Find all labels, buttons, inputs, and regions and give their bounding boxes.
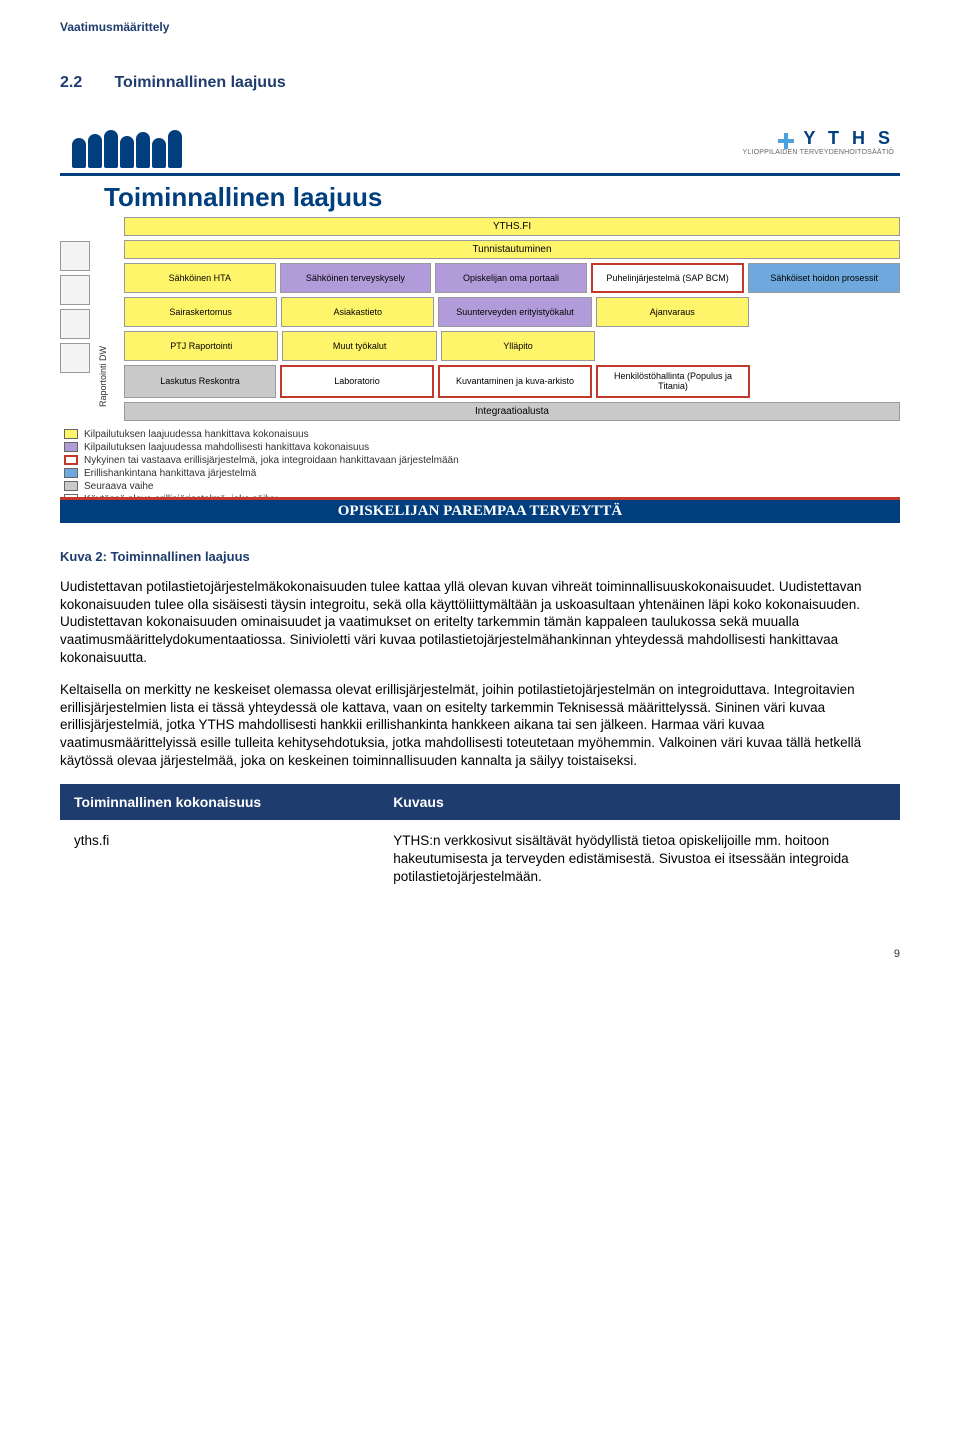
diagram-row: Sähköinen HTASähköinen terveyskyselyOpis…	[124, 263, 900, 293]
diagram-row: SairaskertomusAsiakastietoSuunterveyden …	[124, 297, 900, 327]
section-heading: 2.2 Toiminnallinen laajuus	[60, 74, 900, 92]
sidebar-box	[60, 309, 90, 339]
diagram-cell: Henkilöstöhallinta (Populus ja Titania)	[596, 365, 750, 398]
doc-header: Vaatimusmäärittely	[60, 20, 900, 34]
legend-label: Seuraava vaihe	[84, 481, 154, 492]
diagram-row: PTJ RaportointiMuut työkalutYlläpito	[124, 331, 900, 361]
legend-swatch	[64, 468, 78, 478]
diagram-footer-bar: OPISKELIJAN PAREMPAA TERVEYTTÄ	[60, 497, 900, 523]
body-paragraph: Uudistettavan potilastietojärjestelmäkok…	[60, 578, 900, 667]
diagram-cell: PTJ Raportointi	[124, 331, 278, 361]
page-number: 9	[60, 948, 900, 960]
sidebar-box	[60, 343, 90, 373]
diagram-cell	[752, 331, 900, 361]
logo-subtitle: YLIOPPILAIDEN TERVEYDENHOITOSÄÄTIÖ	[742, 149, 894, 156]
body-paragraph: Keltaisella on merkitty ne keskeiset ole…	[60, 681, 900, 770]
yths-logo: Y T H S YLIOPPILAIDEN TERVEYDENHOITOSÄÄT…	[742, 128, 894, 156]
legend-label: Erillishankintana hankittava järjestelmä	[84, 468, 256, 479]
legend-swatch	[64, 481, 78, 491]
diagram-main: YTHS.FI Tunnistautuminen Sähköinen HTASä…	[124, 217, 900, 423]
table-cell: yths.fi	[60, 820, 379, 899]
row-integraatioalusta: Integraatioalusta	[124, 402, 900, 421]
table-row: yths.fi YTHS:n verkkosivut sisältävät hy…	[60, 820, 900, 899]
diagram-cell	[753, 297, 900, 327]
diagram-grid: Raportointi DW YTHS.FI Tunnistautuminen …	[60, 215, 900, 423]
diagram-title: Toiminnallinen laajuus	[60, 176, 900, 215]
diagram-cell: Asiakastieto	[281, 297, 434, 327]
diagram-cell: Sähköiset hoidon prosessit	[748, 263, 900, 293]
logo-letters: Y T H S	[803, 128, 894, 148]
diagram-cell: Muut työkalut	[282, 331, 436, 361]
legend-swatch	[64, 442, 78, 452]
legend-row: Erillishankintana hankittava järjestelmä	[64, 468, 900, 479]
legend-label: Kilpailutuksen laajuudessa mahdollisesti…	[84, 442, 369, 453]
diagram-container: Y T H S YLIOPPILAIDEN TERVEYDENHOITOSÄÄT…	[60, 122, 900, 505]
legend-swatch	[64, 429, 78, 439]
functional-table: Toiminnallinen kokonaisuus Kuvaus yths.f…	[60, 784, 900, 899]
table-header: Toiminnallinen kokonaisuus	[60, 784, 379, 820]
row-yths: YTHS.FI	[124, 217, 900, 236]
table-cell: YTHS:n verkkosivut sisältävät hyödyllist…	[379, 820, 900, 899]
diagram-cell: Ajanvaraus	[596, 297, 749, 327]
legend-label: Kilpailutuksen laajuudessa hankittava ko…	[84, 429, 309, 440]
diagram-sidebar-label-col: Raportointi DW	[98, 217, 120, 423]
plus-icon	[778, 133, 794, 149]
diagram-sidebar	[60, 217, 94, 423]
legend-row: Kilpailutuksen laajuudessa hankittava ko…	[64, 429, 900, 440]
sidebar-label: Raportointi DW	[98, 241, 108, 411]
diagram-cell	[754, 365, 900, 398]
figure-caption: Kuva 2: Toiminnallinen laajuus	[60, 549, 900, 564]
legend-row: Seuraava vaihe	[64, 481, 900, 492]
legend-swatch	[64, 455, 78, 465]
legend-row: Nykyinen tai vastaava erillisjärjestelmä…	[64, 455, 900, 466]
section-title: Toiminnallinen laajuus	[114, 74, 285, 91]
legend-row: Kilpailutuksen laajuudessa mahdollisesti…	[64, 442, 900, 453]
diagram-cell: Kuvantaminen ja kuva-arkisto	[438, 365, 592, 398]
row-tunnistautuminen: Tunnistautuminen	[124, 240, 900, 259]
people-silhouette-icon	[72, 128, 182, 168]
diagram-cell: Sähköinen HTA	[124, 263, 276, 293]
diagram-cell: Sairaskertomus	[124, 297, 277, 327]
diagram-header-bar: Y T H S YLIOPPILAIDEN TERVEYDENHOITOSÄÄT…	[60, 122, 900, 176]
sidebar-box	[60, 275, 90, 305]
diagram-cell: Laboratorio	[280, 365, 434, 398]
sidebar-box	[60, 241, 90, 271]
table-header: Kuvaus	[379, 784, 900, 820]
diagram-legend: Kilpailutuksen laajuudessa hankittava ko…	[60, 423, 900, 505]
diagram-cell: Ylläpito	[441, 331, 595, 361]
diagram-cell: Laskutus Reskontra	[124, 365, 276, 398]
section-number: 2.2	[60, 74, 110, 92]
diagram-cell: Suunterveyden erityistyökalut	[438, 297, 591, 327]
diagram-cell: Sähköinen terveyskysely	[280, 263, 432, 293]
diagram-cell: Puhelinjärjestelmä (SAP BCM)	[591, 263, 745, 293]
legend-label: Nykyinen tai vastaava erillisjärjestelmä…	[84, 455, 459, 466]
diagram-cell	[599, 331, 747, 361]
diagram-cell: Opiskelijan oma portaali	[435, 263, 587, 293]
diagram-row: Laskutus ReskontraLaboratorioKuvantamine…	[124, 365, 900, 398]
